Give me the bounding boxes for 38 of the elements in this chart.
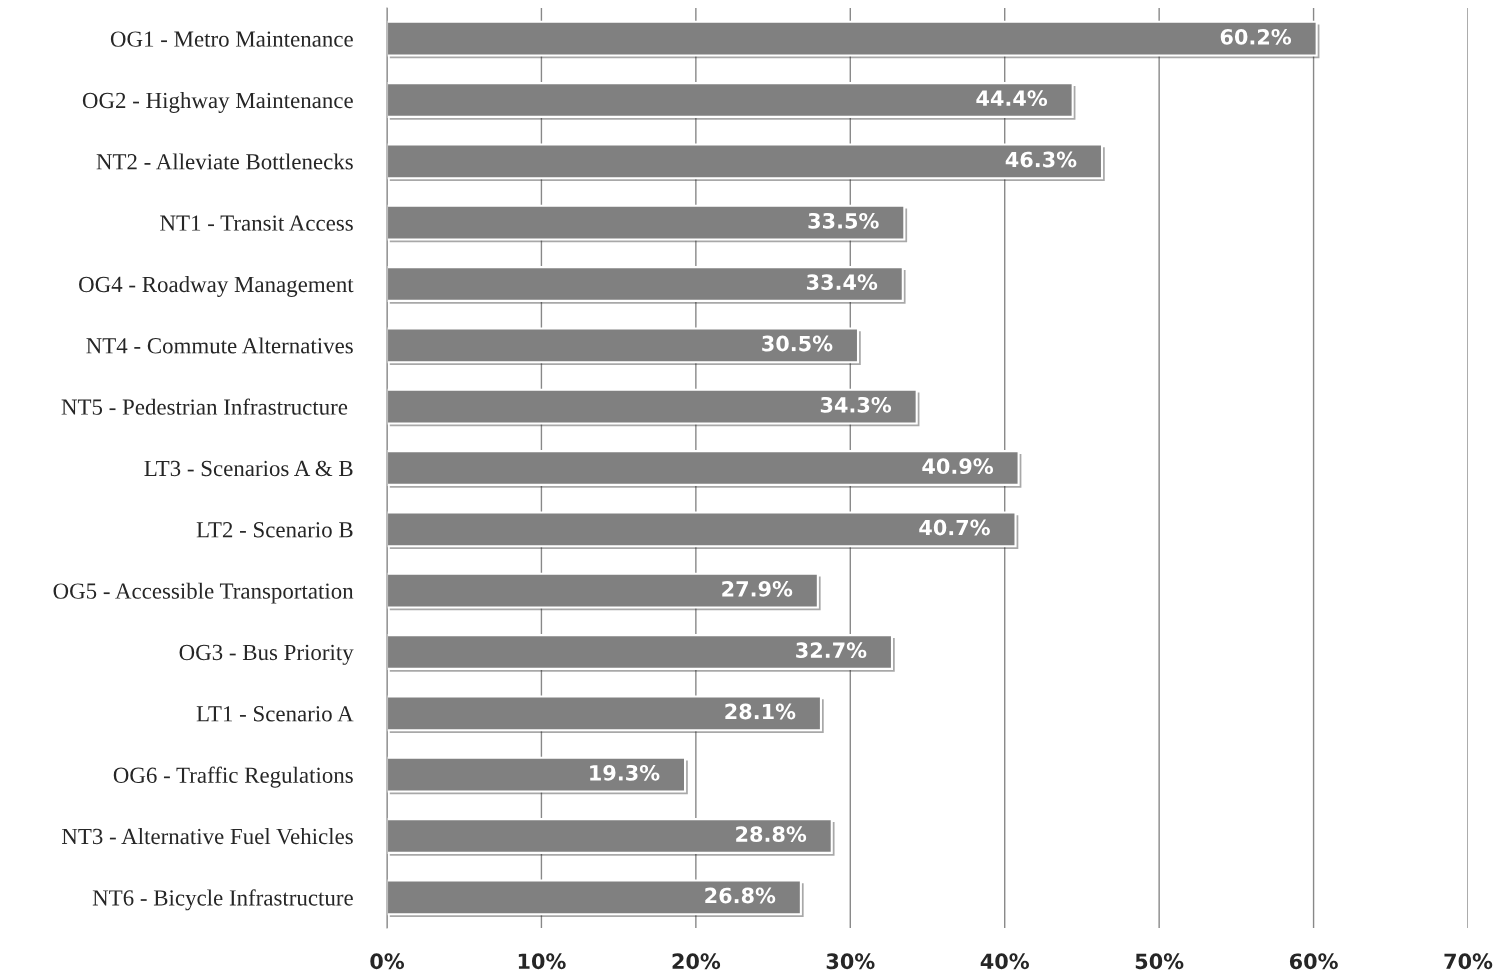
y-tick-label: OG2 - Highway Maintenance [82,92,353,113]
data-label: 27.9% [722,580,793,597]
y-tick-label: OG1 - Metro Maintenance [110,31,353,47]
y-tick-label: OG3 - Bus Priority [179,644,354,665]
x-tick-label: 40% [980,953,1029,970]
y-tick-label: OG4 - Roadway Management [79,276,354,297]
data-label: 40.9% [922,458,993,475]
y-tick-label: NT1 - Transit Access [160,215,353,231]
x-tick-label: 60% [1289,953,1338,970]
x-tick-label: 0% [370,953,405,970]
data-label: 34.3% [820,396,892,413]
y-tick-label: NT6 - Bicycle Infrastructure [92,889,353,911]
x-tick-label: 50% [1135,953,1184,970]
y-tick-label: NT3 - Alternative Fuel Vehicles [61,828,353,845]
y-tick-label: NT2 - Alleviate Bottlenecks [96,153,353,170]
data-label: 30.5% [762,335,833,352]
y-tick-label: OG5 - Accessible Transportation [53,582,354,604]
data-label: 60.2% [1220,28,1292,45]
data-label: 28.1% [725,703,796,720]
data-label: 19.3% [590,764,660,781]
data-label: 28.8% [736,826,807,843]
y-tick-label: OG6 - Traffic Regulations [113,766,353,788]
data-label: 32.7% [796,642,867,659]
x-tick-label: 30% [826,953,875,970]
data-label: 26.8% [705,887,776,904]
y-tick-label: LT2 - Scenario B [196,522,353,538]
y-tick-label: LT1 - Scenario A [196,706,354,722]
data-label: 33.5% [808,212,879,229]
x-tick-label: 10% [518,953,566,970]
y-tick-label: NT5 - Pedestrian Infrastructure [61,398,348,415]
y-tick-label: NT4 - Commute Alternatives [86,337,353,354]
data-label: 44.4% [976,90,1048,107]
x-tick-label: 70% [1444,953,1493,970]
x-tick-label: 20% [672,953,721,970]
data-label: 46.3% [1005,151,1077,168]
y-tick-label: LT3 - Scenarios A & B [144,460,353,477]
data-label: 40.7% [919,519,990,536]
data-label: 33.4% [806,274,878,291]
